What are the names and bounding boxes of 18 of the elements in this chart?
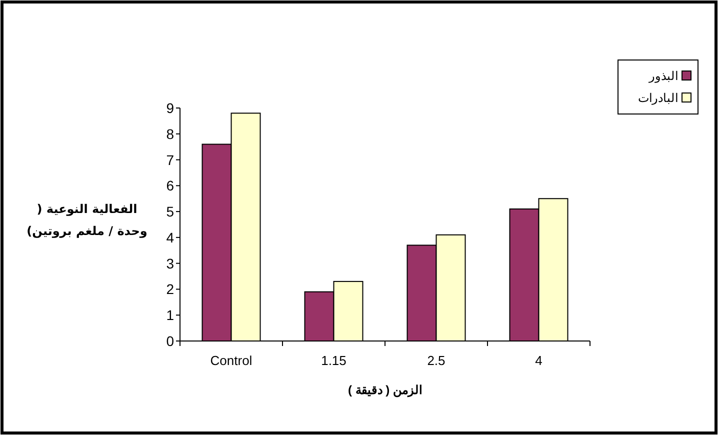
y-tick-label: 9 bbox=[166, 100, 174, 116]
x-tick-label: 2.5 bbox=[427, 353, 446, 368]
y-tick-label: 0 bbox=[166, 333, 174, 349]
legend-label: البادرات bbox=[638, 91, 678, 105]
legend-label: البذور bbox=[648, 69, 678, 83]
x-axis-title: الزمن ( دقيقة ) bbox=[348, 383, 422, 398]
y-tick-label: 4 bbox=[166, 229, 174, 246]
y-tick-label: 7 bbox=[166, 152, 174, 168]
y-tick-label: 8 bbox=[166, 126, 174, 142]
y-tick-label: 3 bbox=[166, 255, 174, 272]
y-tick-label: 2 bbox=[166, 281, 174, 298]
y-tick-label: 6 bbox=[166, 178, 174, 194]
y-tick-label: 1 bbox=[166, 307, 174, 324]
y-tick-label: 5 bbox=[166, 204, 174, 220]
y-axis-title: الفعالية النوعية ( وحدة / ملغم بروتين) bbox=[26, 201, 148, 240]
x-tick-label: 4 bbox=[535, 353, 542, 368]
x-tick-label: Control bbox=[210, 353, 252, 368]
x-tick-label: 1.15 bbox=[321, 353, 346, 368]
